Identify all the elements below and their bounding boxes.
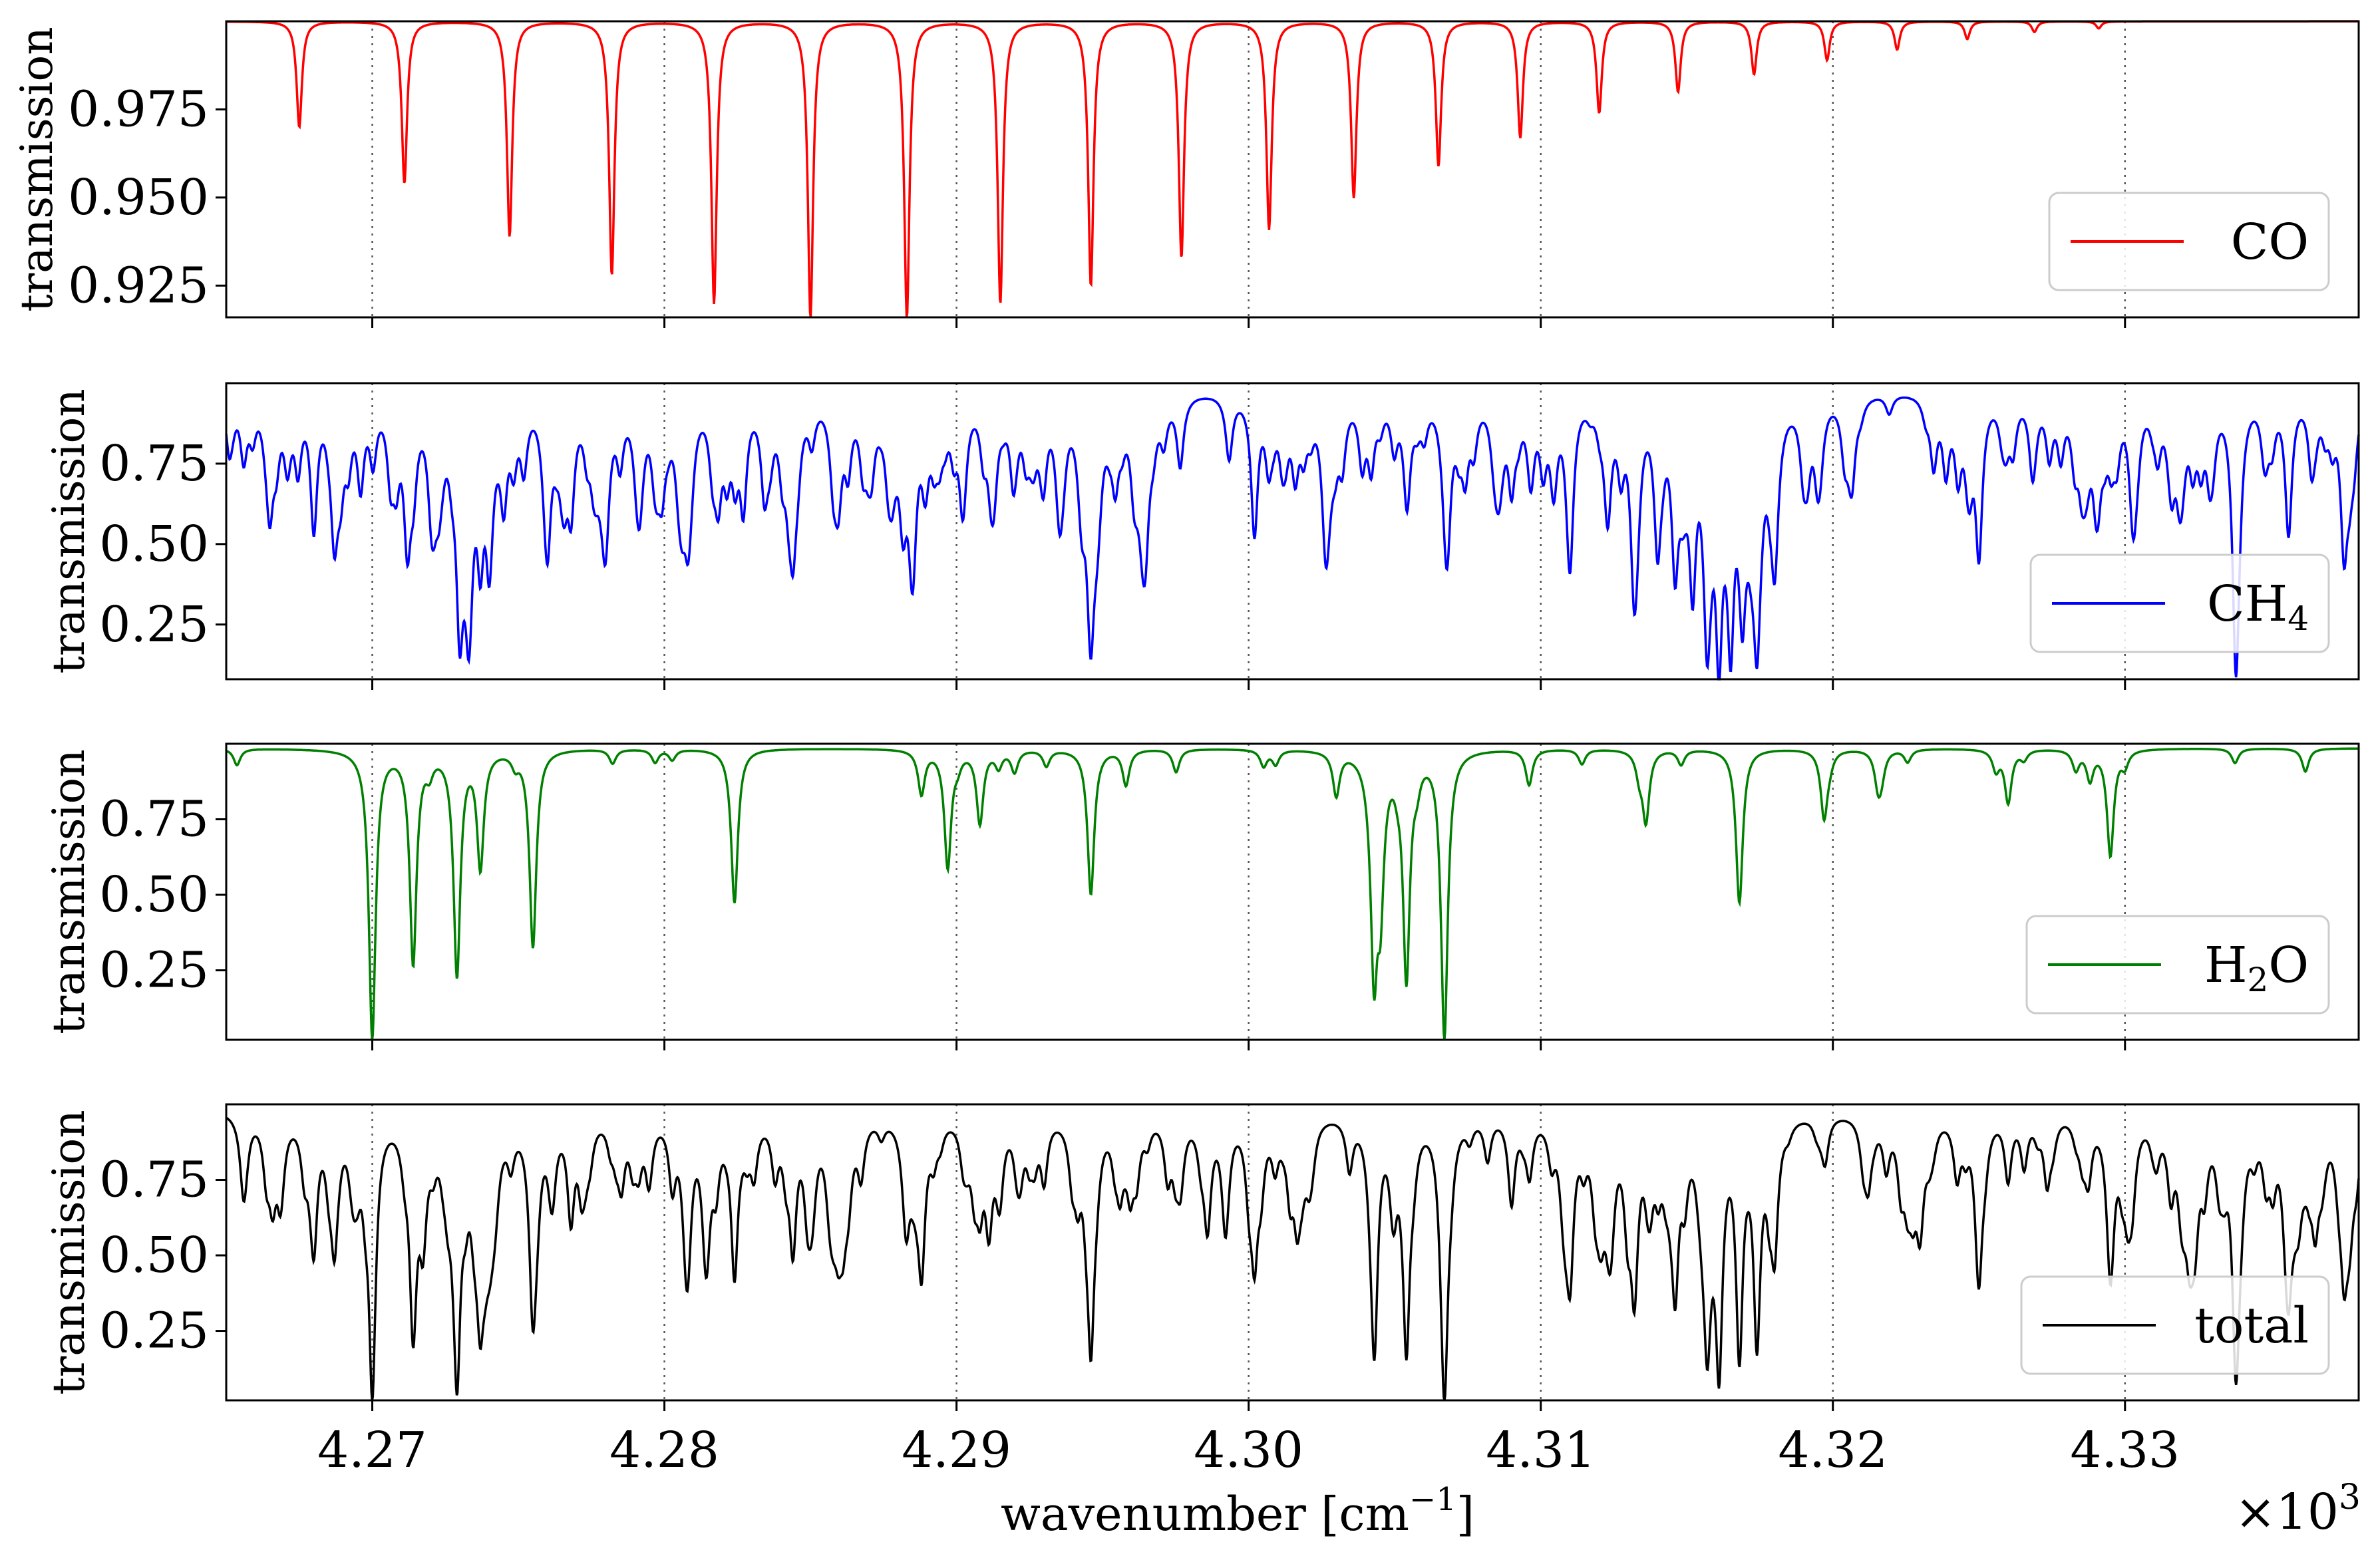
y-tick-label: 0.50 <box>99 1227 209 1284</box>
x-tick-label: 4.32 <box>1778 1422 1888 1479</box>
x-tick-label: 4.27 <box>317 1422 427 1479</box>
x-tick-label: 4.31 <box>1486 1422 1596 1479</box>
legend-box <box>2025 915 2330 1015</box>
legend: CH4 <box>2029 553 2330 653</box>
legend-label: H2O <box>2204 937 2309 999</box>
y-axis-label: transmission <box>43 1110 94 1395</box>
series-line-h2o <box>226 747 2359 1040</box>
x-tick-label: 4.30 <box>1194 1422 1303 1479</box>
y-tick-label: 0.50 <box>99 516 209 573</box>
y-tick-label: 0.925 <box>68 257 209 314</box>
y-tick-label: 0.975 <box>68 80 209 138</box>
legend: CO <box>2048 192 2330 291</box>
x-tick-label: 4.28 <box>609 1422 719 1479</box>
y-tick-label: 0.25 <box>99 596 209 653</box>
y-tick-label: 0.950 <box>68 169 209 226</box>
shared-x-axis: wavenumber [cm−1] ×103 <box>1001 1478 2361 1541</box>
plot-frame <box>225 382 2360 681</box>
x-axis-multiplier: ×103 <box>2235 1478 2361 1541</box>
legend-box <box>2020 1275 2330 1375</box>
legend-box <box>2048 192 2330 291</box>
y-axis-label: transmission <box>43 749 94 1034</box>
y-tick-label: 0.75 <box>99 435 209 492</box>
y-tick-label: 0.75 <box>99 791 209 848</box>
y-axis-label: transmission <box>11 27 63 312</box>
series-line-total <box>226 1116 2360 1401</box>
legend-box <box>2029 553 2330 653</box>
y-tick-label: 0.50 <box>99 866 209 923</box>
legend: H2O <box>2025 915 2330 1015</box>
x-tick-label: 4.33 <box>2070 1422 2180 1479</box>
x-tick-label: 4.29 <box>902 1422 1011 1479</box>
legend-label: CO <box>2231 214 2309 271</box>
y-tick-label: 0.25 <box>99 1303 209 1360</box>
plot-frame <box>225 1103 2360 1402</box>
series-line-ch4 <box>225 396 2360 681</box>
y-axis-label: transmission <box>43 389 94 674</box>
legend: total <box>2020 1275 2330 1375</box>
legend-label: CH4 <box>2207 575 2309 638</box>
y-tick-label: 0.25 <box>99 942 209 999</box>
x-axis-label: wavenumber [cm−1] <box>1001 1481 1474 1541</box>
plot-frame <box>225 742 2360 1041</box>
plot-frame <box>225 20 2360 319</box>
legend-label: total <box>2194 1297 2309 1354</box>
y-tick-label: 0.75 <box>99 1152 209 1209</box>
